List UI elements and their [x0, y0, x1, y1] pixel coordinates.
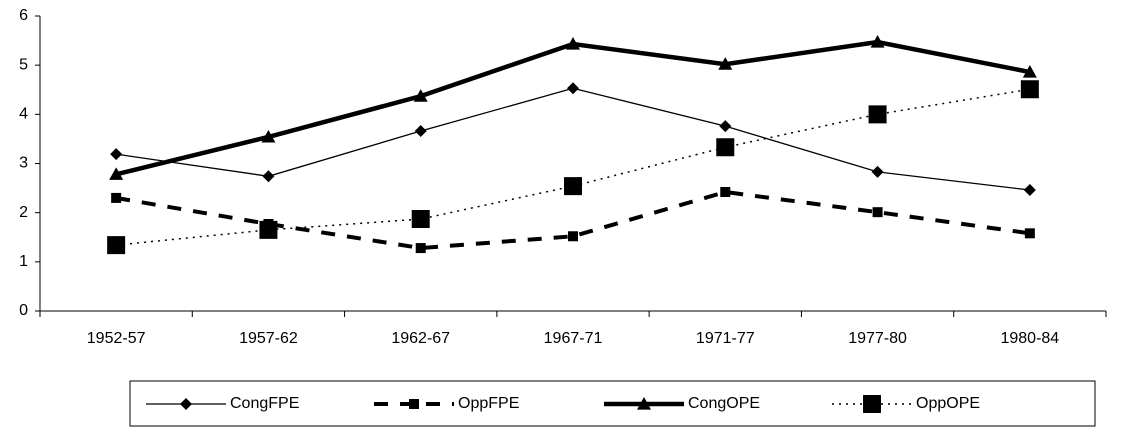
legend-marker — [409, 399, 419, 409]
data-point — [110, 148, 123, 161]
x-tick-label: 1980-84 — [1000, 330, 1059, 347]
data-point — [870, 35, 885, 48]
data-point — [1020, 80, 1039, 99]
data-point — [259, 220, 278, 239]
data-point — [719, 120, 732, 133]
series-line — [115, 39, 1031, 177]
data-point — [872, 207, 883, 218]
x-tick-label: 1962-67 — [391, 330, 450, 347]
x-tick-label: 1971-77 — [696, 330, 755, 347]
data-point — [107, 236, 126, 255]
y-tick-label: 5 — [19, 56, 28, 73]
data-point — [411, 210, 430, 229]
data-point — [1023, 184, 1036, 197]
y-tick-label: 3 — [19, 155, 28, 172]
y-tick-label: 6 — [19, 7, 28, 24]
data-point — [566, 37, 580, 50]
y-tick-label: 2 — [19, 204, 28, 221]
data-point — [567, 82, 579, 95]
y-tick-label: 4 — [19, 106, 28, 123]
legend-marker — [637, 397, 651, 410]
data-point — [716, 138, 735, 157]
data-point — [568, 231, 578, 242]
data-point — [871, 165, 884, 178]
legend-box — [129, 380, 1096, 427]
legend-label: CongOPE — [688, 395, 760, 412]
x-tick-label: 1952-57 — [87, 330, 146, 347]
x-tick-label: 1977-80 — [848, 330, 907, 347]
x-tick-label: 1957-62 — [239, 330, 298, 347]
legend-label: CongFPE — [230, 395, 299, 412]
data-point — [1024, 228, 1035, 239]
data-point — [1022, 65, 1037, 78]
legend-label: OppFPE — [458, 395, 519, 412]
data-point — [564, 177, 582, 196]
data-point — [414, 125, 427, 138]
data-point — [720, 187, 731, 198]
legend-label: OppOPE — [916, 395, 980, 412]
data-point — [111, 192, 122, 203]
legend-marker — [863, 395, 881, 413]
legend-marker — [180, 398, 192, 410]
y-tick-label: 1 — [19, 253, 28, 270]
data-point — [415, 243, 426, 254]
x-tick-label: 1967-71 — [544, 330, 603, 347]
data-point — [261, 129, 276, 143]
y-tick-label: 0 — [19, 302, 28, 319]
data-point — [109, 167, 124, 180]
data-point — [413, 89, 428, 102]
data-point — [718, 57, 733, 70]
data-point — [868, 105, 887, 124]
data-point — [262, 170, 275, 183]
